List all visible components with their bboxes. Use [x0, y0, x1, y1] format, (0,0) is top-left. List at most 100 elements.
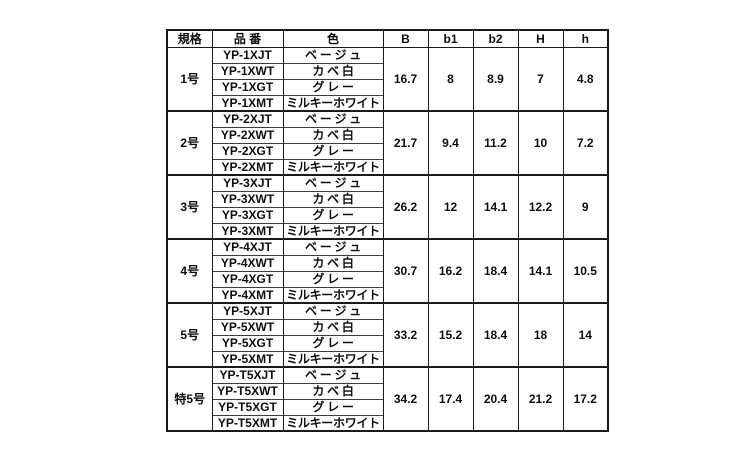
- column-header-size: 規格: [166, 30, 213, 47]
- product-code-cell: YP-T5XJT: [211, 367, 284, 383]
- dimension-cell-H: 12.2: [517, 175, 564, 239]
- product-code-cell: YP-T5XMT: [211, 415, 284, 431]
- column-header-h: h: [562, 30, 609, 47]
- product-code-cell: YP-T5XGT: [211, 399, 284, 415]
- dimension-cell-b2: 18.4: [472, 303, 519, 367]
- color-cell: ベ ー ジ ュ: [282, 175, 384, 191]
- dimension-cell-B: 16.7: [382, 47, 429, 111]
- color-cell: カ ベ 白: [282, 63, 384, 79]
- table-row: 3号 YP-3XJT ベ ー ジ ュ 26.2 12 14.1 12.2 9: [166, 175, 609, 239]
- dimension-cell-b1: 16.2: [427, 239, 474, 303]
- table-row: 4号 YP-4XJT ベ ー ジ ュ 30.7 16.2 18.4 14.1 10.5: [166, 239, 609, 303]
- column-header-color: 色: [282, 30, 384, 47]
- dimension-cell-b1: 17.4: [427, 367, 474, 431]
- color-cell: ミルキーホワイト: [282, 351, 384, 367]
- color-cell: グ レ ー: [282, 399, 384, 415]
- dimension-cell-b2: 11.2: [472, 111, 519, 175]
- product-code-cell: YP-4XGT: [211, 271, 284, 287]
- color-cell: グ レ ー: [282, 79, 384, 95]
- dimension-cell-h: 10.5: [562, 239, 609, 303]
- color-cell: ベ ー ジ ュ: [282, 111, 384, 127]
- color-cell: ミルキーホワイト: [282, 223, 384, 239]
- product-code-cell: YP-5XJT: [211, 303, 284, 319]
- product-code-cell: YP-4XMT: [211, 287, 284, 303]
- color-cell: ミルキーホワイト: [282, 95, 384, 111]
- size-cell: 1号: [166, 47, 213, 111]
- column-header-b1: b1: [427, 30, 474, 47]
- table-row: YP-T5XGT グ レ ー: [167, 399, 608, 415]
- table-row: 1号 YP-1XJT ベ ー ジ ュ 16.7 8 8.9 7 4.8: [166, 47, 609, 111]
- product-code-cell: YP-1XJT: [211, 47, 284, 63]
- table-row: 2号 YP-2XJT ベ ー ジ ュ 21.7 9.4 11.2 10 7.2: [166, 111, 609, 175]
- dimension-cell-b2: 8.9: [472, 47, 519, 111]
- product-code-cell: YP-4XJT: [211, 239, 284, 255]
- table-row: 特5号 YP-T5XJT ベ ー ジ ュ 34.2 17.4 20.4 21.2 17.2: [166, 367, 609, 431]
- product-code-cell: YP-1XGT: [211, 79, 284, 95]
- color-cell: カ ベ 白: [282, 319, 384, 335]
- dimension-cell-b2: 20.4: [472, 367, 519, 431]
- dimension-cell-B: 34.2: [382, 367, 429, 431]
- size-cell: 2号: [166, 111, 213, 175]
- dimension-cell-H: 10: [517, 111, 564, 175]
- product-code-cell: YP-3XGT: [211, 207, 284, 223]
- color-cell: グ レ ー: [282, 335, 384, 351]
- product-code-cell: YP-2XGT: [211, 143, 284, 159]
- product-code-cell: YP-1XWT: [211, 63, 284, 79]
- dimension-cell-b1: 9.4: [427, 111, 474, 175]
- dimension-cell-B: 26.2: [382, 175, 429, 239]
- dimension-cell-H: 21.2: [517, 367, 564, 431]
- dimension-cell-B: 33.2: [382, 303, 429, 367]
- dimension-cell-H: 14.1: [517, 239, 564, 303]
- dimension-cell-b2: 14.1: [472, 175, 519, 239]
- dimension-cell-b2: 18.4: [472, 239, 519, 303]
- color-cell: ベ ー ジ ュ: [282, 47, 384, 63]
- column-header-b2: b2: [472, 30, 519, 47]
- product-code-cell: YP-5XMT: [211, 351, 284, 367]
- column-header-H: H: [517, 30, 564, 47]
- dimension-cell-h: 17.2: [562, 367, 609, 431]
- dimension-cell-h: 14: [562, 303, 609, 367]
- size-cell: 特5号: [166, 367, 213, 431]
- product-code-cell: YP-T5XWT: [211, 383, 284, 399]
- size-cell: 4号: [166, 239, 213, 303]
- dimension-cell-h: 9: [562, 175, 609, 239]
- table-row: YP-3XWT カ ベ 白: [167, 191, 608, 207]
- dimension-cell-b1: 8: [427, 47, 474, 111]
- dimension-cell-h: 4.8: [562, 47, 609, 111]
- column-header-code: 品 番: [211, 30, 284, 47]
- color-cell: カ ベ 白: [282, 255, 384, 271]
- dimension-cell-H: 18: [517, 303, 564, 367]
- dimension-cell-H: 7: [517, 47, 564, 111]
- size-cell: 5号: [166, 303, 213, 367]
- product-code-cell: YP-3XJT: [211, 175, 284, 191]
- product-code-cell: YP-3XMT: [211, 223, 284, 239]
- color-cell: ベ ー ジ ュ: [282, 367, 384, 383]
- column-header-B: B: [382, 30, 429, 47]
- color-cell: ベ ー ジ ュ: [282, 303, 384, 319]
- dimension-cell-B: 21.7: [382, 111, 429, 175]
- table-row: 5号 YP-5XJT ベ ー ジ ュ 33.2 15.2 18.4 18 14: [166, 303, 609, 367]
- product-code-cell: YP-2XMT: [211, 159, 284, 175]
- dimension-cell-b1: 15.2: [427, 303, 474, 367]
- color-cell: ミルキーホワイト: [282, 159, 384, 175]
- dimension-cell-h: 7.2: [562, 111, 609, 175]
- product-code-cell: YP-5XWT: [211, 319, 284, 335]
- product-code-cell: YP-3XWT: [211, 191, 284, 207]
- color-cell: グ レ ー: [282, 143, 384, 159]
- dimension-cell-b1: 12: [427, 175, 474, 239]
- spec-table-body: 1号 YP-1XJT ベ ー ジ ュ 16.7 8 8.9 7 4.8 YP-1XWT カ ベ 白…: [166, 47, 609, 431]
- product-code-cell: YP-5XGT: [211, 335, 284, 351]
- color-cell: グ レ ー: [282, 271, 384, 287]
- product-code-cell: YP-2XWT: [211, 127, 284, 143]
- color-cell: ミルキーホワイト: [282, 415, 384, 431]
- product-code-cell: YP-2XJT: [211, 111, 284, 127]
- color-cell: ベ ー ジ ュ: [282, 239, 384, 255]
- product-code-cell: YP-4XWT: [211, 255, 284, 271]
- color-cell: カ ベ 白: [282, 127, 384, 143]
- color-cell: ミルキーホワイト: [282, 287, 384, 303]
- size-cell: 3号: [166, 175, 213, 239]
- table-row: YP-T5XWT カ ベ 白: [167, 383, 608, 399]
